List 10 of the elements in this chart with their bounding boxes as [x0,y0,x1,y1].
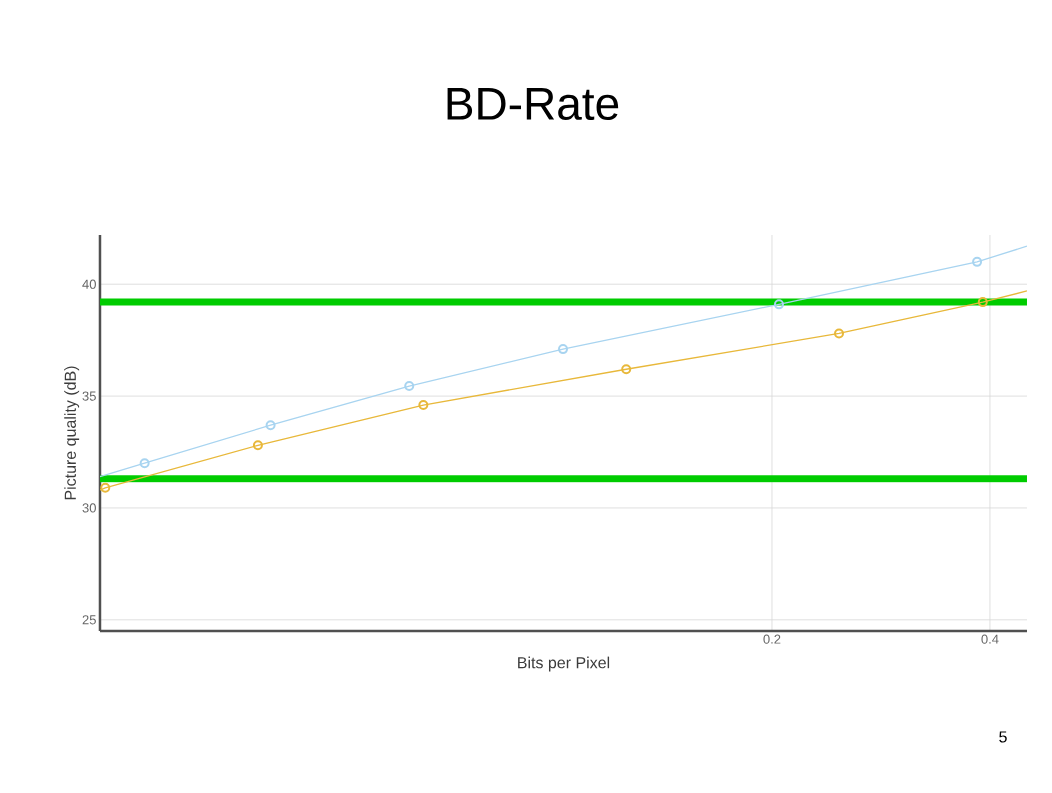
y-tick-label: 30 [82,503,96,513]
y-tick-label: 25 [82,615,96,625]
x-tick-label: 0.4 [981,634,999,644]
y-tick-label: 40 [82,279,96,289]
x-axis-title: Bits per Pixel [518,656,610,672]
x-tick-label: 0.2 [763,634,781,644]
chart-title: BD-Rate [447,87,619,121]
y-axis-title: Picture quality (dB) [64,366,80,500]
y-tick-label: 35 [82,391,96,401]
text: 5 [999,731,1007,743]
